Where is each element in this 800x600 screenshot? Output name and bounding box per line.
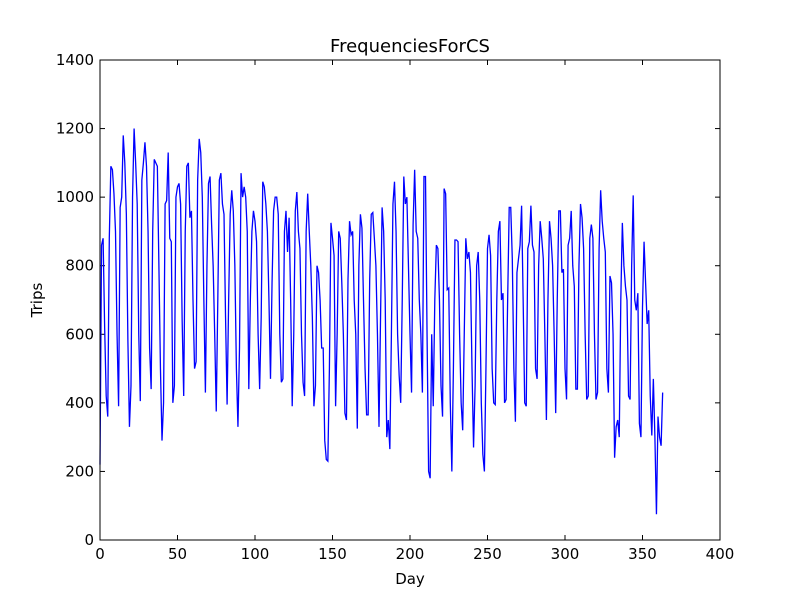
x-tick-label: 50 xyxy=(168,545,187,563)
x-tick-label: 150 xyxy=(318,545,347,563)
x-tick-label: 100 xyxy=(241,545,270,563)
x-tick-label: 400 xyxy=(706,545,735,563)
plot-frame xyxy=(99,59,721,541)
x-tick-label: 250 xyxy=(473,545,502,563)
x-tick-label: 200 xyxy=(396,545,425,563)
y-tick-label: 600 xyxy=(65,325,94,343)
chart-title: FrequenciesForCS xyxy=(330,36,490,57)
x-tick-label: 300 xyxy=(551,545,580,563)
y-tick-label: 1200 xyxy=(56,120,94,138)
y-tick-label: 400 xyxy=(65,394,94,412)
data-line xyxy=(99,128,664,515)
y-tick-label: 800 xyxy=(65,257,94,275)
x-tick-label: 350 xyxy=(628,545,657,563)
y-tick-label: 0 xyxy=(84,531,94,549)
y-tick-label: 1000 xyxy=(56,188,94,206)
y-axis-label: Trips xyxy=(28,283,46,319)
x-axis-label: Day xyxy=(395,570,425,588)
y-tick-label: 200 xyxy=(65,462,94,480)
y-tick-label: 1400 xyxy=(56,51,94,69)
x-tick-label: 0 xyxy=(95,545,105,563)
